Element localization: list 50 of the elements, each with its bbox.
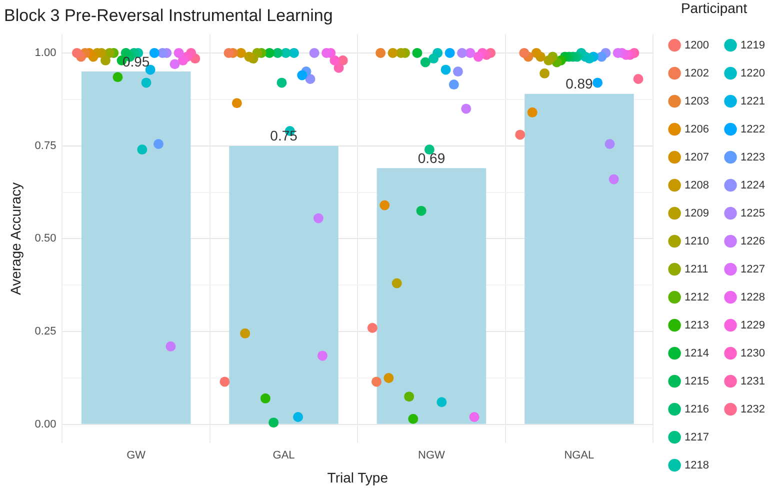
x-tick-label: NGW bbox=[418, 450, 446, 462]
bar bbox=[81, 72, 191, 424]
y-tick-label: 0.25 bbox=[34, 326, 56, 338]
legend-label: 1227 bbox=[740, 263, 766, 276]
legend-label: 1213 bbox=[684, 319, 710, 332]
y-tick-label: 0.50 bbox=[34, 232, 56, 245]
x-tick-label: NGAL bbox=[564, 450, 594, 462]
legend-label: 1224 bbox=[740, 179, 766, 192]
data-label: 0.75 bbox=[270, 128, 298, 144]
y-axis-title: Average Accuracy bbox=[7, 182, 24, 295]
legend-label: 1212 bbox=[684, 291, 710, 304]
y-tick-label: 0.00 bbox=[34, 418, 56, 430]
data-label: 0.69 bbox=[418, 150, 446, 166]
legend-label: 1214 bbox=[684, 347, 710, 360]
legend-label: 1216 bbox=[684, 403, 710, 416]
y-tick-label: 1.00 bbox=[34, 47, 56, 60]
legend-label: 1215 bbox=[684, 375, 710, 388]
legend-label: 1207 bbox=[684, 151, 710, 164]
legend-label: 1228 bbox=[740, 291, 766, 304]
legend-label: 1217 bbox=[684, 431, 710, 444]
legend-label: 1203 bbox=[684, 95, 710, 108]
x-tick-label: GAL bbox=[272, 450, 295, 462]
legend-label: 1210 bbox=[684, 235, 710, 248]
legend-label: 1219 bbox=[740, 39, 766, 52]
chart-title: Block 3 Pre-Reversal Instrumental Learning bbox=[4, 6, 333, 25]
legend-label: 1218 bbox=[684, 459, 710, 472]
legend-label: 1223 bbox=[740, 151, 766, 164]
legend-label: 1231 bbox=[740, 375, 766, 388]
legend-label: 1220 bbox=[740, 67, 766, 80]
y-tick-label: 0.75 bbox=[34, 140, 56, 152]
legend-label: 1211 bbox=[684, 263, 708, 276]
legend-label: 1232 bbox=[740, 403, 766, 416]
bar bbox=[524, 94, 634, 424]
bar bbox=[229, 146, 338, 424]
bar bbox=[376, 168, 486, 424]
legend-label: 1226 bbox=[740, 235, 766, 248]
data-label: 0.89 bbox=[566, 76, 594, 92]
legend-title: Participant bbox=[680, 0, 748, 16]
x-tick-label: GW bbox=[126, 450, 146, 462]
legend-label: 1229 bbox=[740, 319, 766, 332]
legend-label: 1206 bbox=[684, 123, 710, 136]
legend-label: 1225 bbox=[740, 207, 766, 220]
legend-label: 1200 bbox=[684, 39, 710, 52]
legend-label: 1202 bbox=[684, 67, 710, 80]
legend-label: 1208 bbox=[684, 179, 710, 192]
legend-label: 1209 bbox=[684, 207, 710, 220]
legend-label: 1221 bbox=[740, 95, 766, 108]
x-axis-title: Trial Type bbox=[327, 469, 388, 486]
legend-label: 1222 bbox=[740, 123, 766, 136]
legend-label: 1230 bbox=[740, 347, 766, 360]
